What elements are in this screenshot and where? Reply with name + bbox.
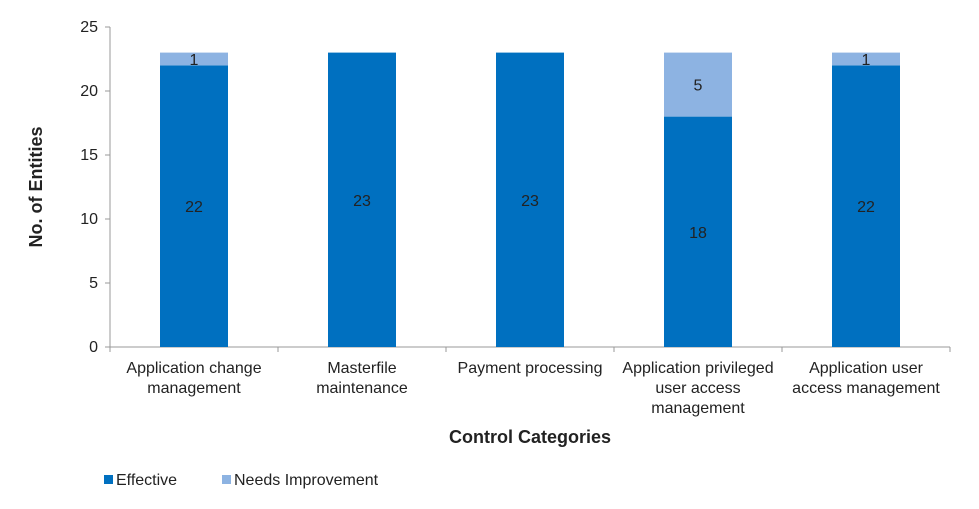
bar-data-label: 1 <box>862 52 871 69</box>
bar-segment-effective <box>832 65 900 348</box>
legend: Effective Needs Improvement <box>104 472 379 489</box>
y-tick-label: 5 <box>89 275 98 292</box>
legend-item-effective: Effective <box>104 472 177 489</box>
bar-segment-needs-improvement <box>160 52 228 66</box>
bar-segment-effective <box>496 52 564 347</box>
bar-data-label: 23 <box>353 193 371 210</box>
bar-data-label: 18 <box>689 225 707 242</box>
bars <box>160 52 900 348</box>
y-tick-label: 0 <box>89 339 98 356</box>
data-labels: 22 1 23 23 18 5 22 1 <box>185 52 875 242</box>
y-tick-label: 25 <box>80 19 98 36</box>
x-axis-title: Control Categories <box>449 427 611 447</box>
legend-label: Effective <box>116 472 177 489</box>
bar-segment-effective <box>664 116 732 347</box>
bar-segment-needs-improvement <box>664 52 732 117</box>
bar-data-label: 23 <box>521 193 539 210</box>
legend-swatch <box>104 475 113 484</box>
bar-segment-needs-improvement <box>832 52 900 66</box>
legend-label: Needs Improvement <box>234 472 379 489</box>
y-axis-title: No. of Entities <box>26 127 46 248</box>
x-tick-label: Masterfile maintenance <box>316 360 408 397</box>
y-tick-label: 20 <box>80 83 98 100</box>
legend-swatch <box>222 475 231 484</box>
y-tick-label: 15 <box>80 147 98 164</box>
bar-data-label: 22 <box>185 199 203 216</box>
x-tick-label: Application privileged user access managem… <box>622 360 773 417</box>
bar-data-label: 22 <box>857 199 875 216</box>
x-tick-label: Payment processing <box>458 360 603 377</box>
bar-data-label: 1 <box>190 52 199 69</box>
legend-item-needs-improvement: Needs Improvement <box>222 472 379 489</box>
y-tick-label: 10 <box>80 211 98 228</box>
x-tick-label: Application user access management <box>792 360 940 397</box>
bar-segment-effective <box>328 52 396 347</box>
bar-data-label: 5 <box>694 78 703 95</box>
bar-segment-effective <box>160 65 228 348</box>
x-tick-label: Application change management <box>126 360 261 397</box>
